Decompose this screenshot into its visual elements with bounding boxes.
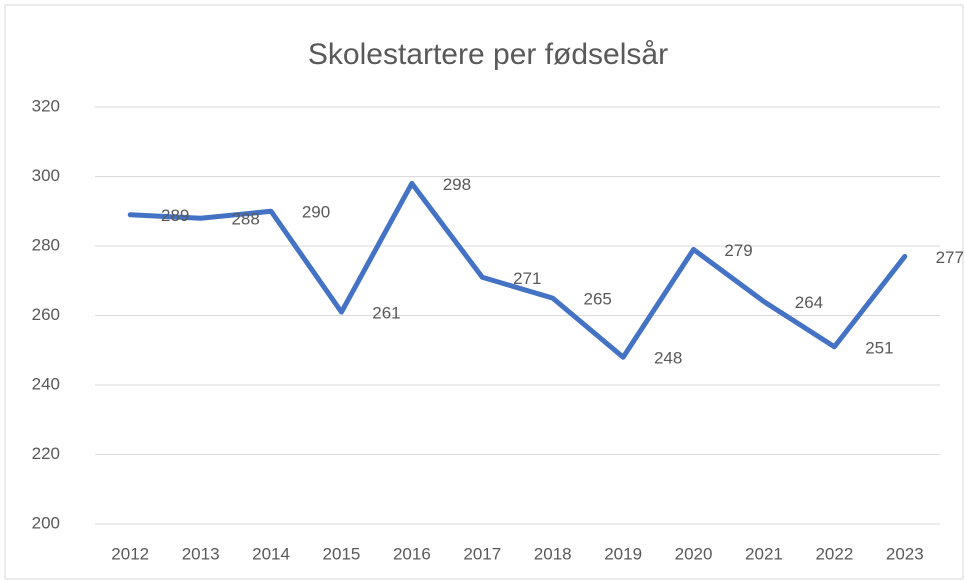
y-tick-label: 300 [32, 166, 60, 185]
y-tick-label: 200 [32, 513, 60, 532]
x-tick-label: 2021 [745, 544, 783, 563]
x-tick-label: 2014 [252, 544, 290, 563]
chart-frame [4, 4, 964, 580]
x-tick-label: 2017 [463, 544, 501, 563]
y-tick-label: 320 [32, 96, 60, 115]
x-tick-label: 2019 [604, 544, 642, 563]
data-label: 265 [584, 290, 612, 309]
data-label: 277 [936, 248, 964, 267]
line-series [127, 180, 908, 360]
y-tick-label: 220 [32, 444, 60, 463]
x-tick-label: 2016 [393, 544, 431, 563]
x-tick-label: 2022 [815, 544, 853, 563]
data-label: 251 [865, 338, 893, 357]
x-tick-label: 2015 [323, 544, 361, 563]
data-label: 271 [513, 269, 541, 288]
data-label: 298 [443, 175, 471, 194]
data-label: 248 [654, 349, 682, 368]
data-label: 279 [724, 241, 752, 260]
x-tick-label: 2018 [534, 544, 572, 563]
data-label: 288 [231, 210, 259, 229]
y-tick-label: 240 [32, 374, 60, 393]
data-label: 264 [795, 293, 823, 312]
y-tick-label: 260 [32, 305, 60, 324]
data-label: 261 [372, 304, 400, 323]
x-tick-label: 2020 [675, 544, 713, 563]
y-tick-label: 280 [32, 235, 60, 254]
x-tick-label: 2023 [886, 544, 924, 563]
chart-title: Skolestartere per fødselsår [308, 38, 668, 71]
data-label: 289 [161, 206, 189, 225]
x-tick-label: 2012 [111, 544, 149, 563]
x-tick-label: 2013 [182, 544, 220, 563]
data-label: 290 [302, 203, 330, 222]
